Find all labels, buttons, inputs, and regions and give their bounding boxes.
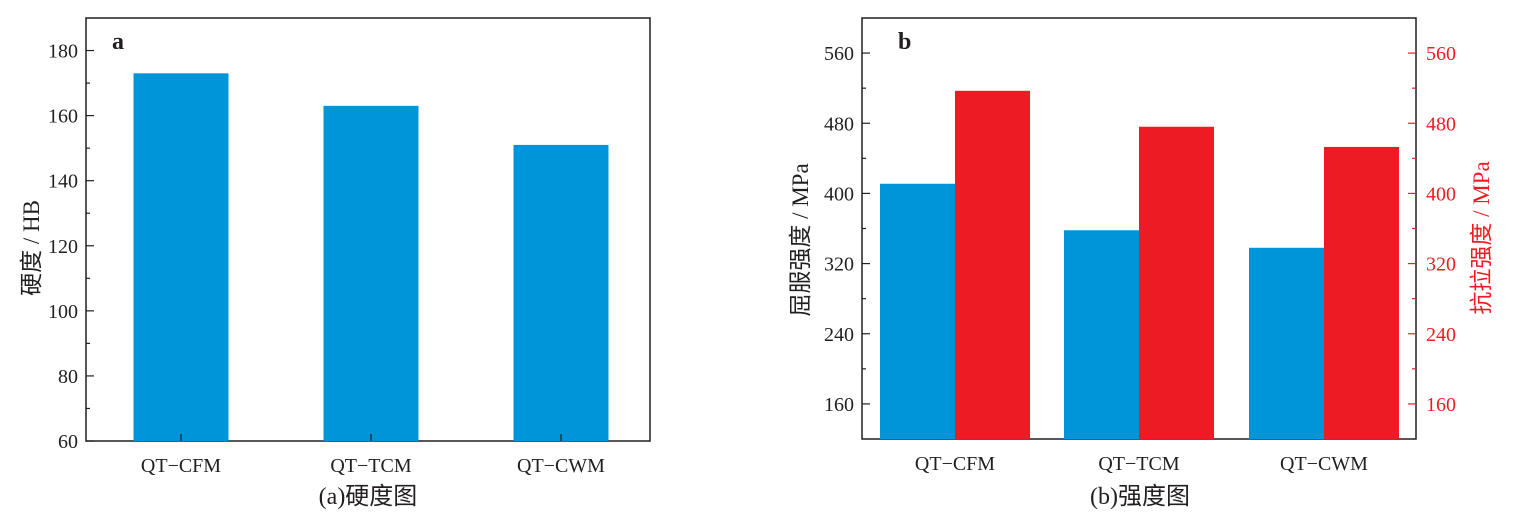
y-tick-label: 120: [48, 236, 78, 258]
left-y-tick-label: 320: [824, 254, 854, 276]
hardness-bar: [513, 144, 609, 441]
panel-caption: (b)强度图: [1090, 483, 1190, 510]
x-tick-label: QT−CWM: [1280, 453, 1368, 475]
yield-strength-bar: [1064, 230, 1139, 439]
y-tick-label: 100: [48, 301, 78, 323]
left-y-axis-title: 屈服强度 / MPa: [788, 163, 813, 316]
x-tick-label: QT−CFM: [915, 453, 995, 475]
hardness-bar: [323, 105, 419, 441]
hardness-bar: [133, 73, 229, 442]
panel-caption: (a)硬度图: [319, 483, 418, 510]
panel-label: b: [898, 29, 911, 55]
right-y-tick-label: 560: [1426, 43, 1456, 65]
panel-label: a: [112, 29, 124, 55]
right-y-tick-label: 160: [1426, 394, 1456, 416]
y-tick-label: 180: [48, 41, 78, 63]
right-y-tick-label: 320: [1426, 254, 1456, 276]
panel-a-hardness-chart: 60 80 100 120 140 160 180 QT−CFM QT−TCM QT−CWM a 硬度…: [19, 17, 651, 510]
y-tick-label: 140: [48, 171, 78, 193]
y-tick-label: 80: [58, 366, 78, 388]
right-y-tick-label: 480: [1426, 113, 1456, 135]
left-y-tick-label: 560: [824, 43, 854, 65]
panel-b-strength-chart: 160 160 240 240 320 320 400 400 480 480 560 560 QT−C…: [788, 17, 1494, 510]
left-y-tick-label: 240: [824, 324, 854, 346]
y-tick-label: 60: [58, 431, 78, 453]
right-y-axis-title: 抗拉强度 / MPa: [1469, 161, 1494, 314]
x-tick-label: QT−TCM: [1098, 453, 1179, 475]
yield-strength-bar: [880, 183, 955, 439]
tensile-strength-bar: [1324, 146, 1399, 439]
right-y-tick-label: 400: [1426, 183, 1456, 205]
left-y-tick-label: 160: [824, 394, 854, 416]
tensile-strength-bar: [1139, 126, 1214, 439]
right-y-tick-label: 240: [1426, 324, 1456, 346]
y-axis-title: 硬度 / HB: [19, 200, 44, 296]
x-tick-label: QT−CWM: [517, 455, 605, 477]
y-tick-label: 160: [48, 106, 78, 128]
x-tick-label: QT−CFM: [141, 455, 221, 477]
yield-strength-bar: [1249, 247, 1324, 439]
left-y-tick-label: 400: [824, 183, 854, 205]
left-y-tick-label: 480: [824, 113, 854, 135]
x-tick-label: QT−TCM: [330, 455, 411, 477]
tensile-strength-bar: [955, 90, 1030, 440]
